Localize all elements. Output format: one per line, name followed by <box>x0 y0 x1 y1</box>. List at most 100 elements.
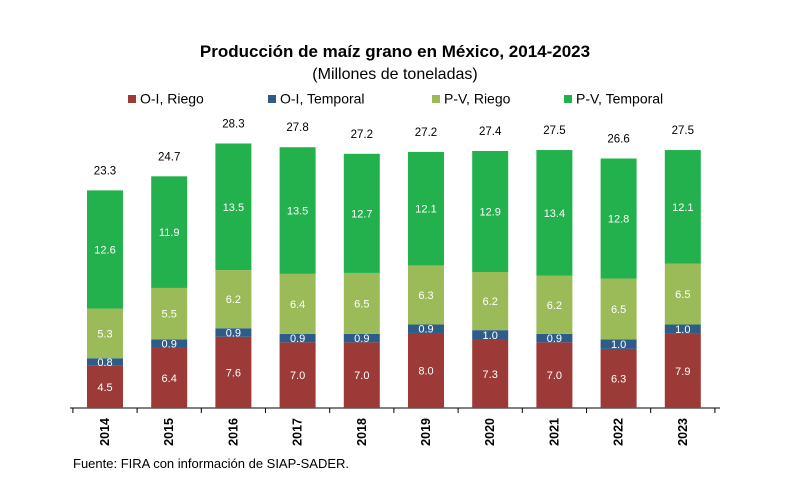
data-label-p-v-riego-2015: 5.5 <box>162 309 177 321</box>
bar-p-v-riego-2021 <box>536 275 573 334</box>
legend-swatch-p-v-riego <box>432 95 440 103</box>
bar-o-i-temporal-2021 <box>536 333 573 343</box>
bar-p-v-temporal-2023 <box>664 150 701 264</box>
total-label-2021: 27.5 <box>543 125 565 137</box>
total-label-2018: 27.2 <box>351 129 373 141</box>
data-label-p-v-temporal-2016: 13.5 <box>223 202 244 214</box>
bar-p-v-riego-2022 <box>600 278 637 340</box>
data-label-o-i-riego-2023: 7.9 <box>675 366 690 378</box>
data-label-o-i-temporal-2017: 0.9 <box>290 333 305 345</box>
x-tick-label-2015: 2015 <box>162 418 176 446</box>
data-label-p-v-riego-2018: 6.5 <box>354 298 369 310</box>
bar-p-v-riego-2014 <box>87 308 123 359</box>
data-label-p-v-riego-2022: 6.5 <box>611 304 626 316</box>
data-label-p-v-temporal-2023: 12.1 <box>672 202 693 214</box>
data-label-o-i-temporal-2019: 0.9 <box>418 324 433 336</box>
total-label-2017: 27.8 <box>286 122 308 134</box>
data-label-o-i-riego-2019: 8.0 <box>418 365 433 377</box>
data-label-p-v-riego-2020: 6.2 <box>483 296 498 308</box>
bar-o-i-temporal-2014 <box>87 358 123 366</box>
total-label-2014: 23.3 <box>94 165 116 177</box>
bar-p-v-temporal-2016 <box>215 143 252 271</box>
x-tick-label-2016: 2016 <box>226 418 240 446</box>
bar-o-i-temporal-2022 <box>600 339 637 349</box>
data-label-o-i-riego-2018: 7.0 <box>354 370 369 382</box>
x-tick-label-2017: 2017 <box>291 418 305 446</box>
total-label-2016: 28.3 <box>222 118 244 130</box>
data-label-p-v-temporal-2018: 12.7 <box>351 208 372 220</box>
data-label-p-v-temporal-2017: 13.5 <box>287 206 308 218</box>
data-label-p-v-riego-2021: 6.2 <box>547 300 562 312</box>
bar-o-i-riego-2016 <box>215 336 252 408</box>
total-label-2015: 24.7 <box>158 151 180 163</box>
data-label-p-v-temporal-2020: 12.9 <box>479 206 500 218</box>
bar-p-v-temporal-2022 <box>600 158 637 279</box>
data-label-o-i-temporal-2020: 1.0 <box>483 330 498 342</box>
data-label-o-i-temporal-2014: 0.8 <box>97 357 112 369</box>
data-label-o-i-riego-2021: 7.0 <box>547 370 562 382</box>
bar-p-v-temporal-2021 <box>536 150 573 276</box>
bar-o-i-temporal-2018 <box>343 333 380 343</box>
bar-o-i-temporal-2020 <box>472 330 509 340</box>
data-label-p-v-riego-2019: 6.3 <box>418 290 433 302</box>
total-label-2022: 26.6 <box>607 133 629 145</box>
legend-swatch-o-i-temporal <box>268 95 276 103</box>
x-tick-label-2019: 2019 <box>419 418 433 446</box>
bar-o-i-temporal-2016 <box>215 328 252 337</box>
data-label-o-i-temporal-2023: 1.0 <box>675 324 690 336</box>
chart-subtitle: (Millones de toneladas) <box>312 66 477 83</box>
bar-o-i-riego-2022 <box>600 348 637 408</box>
data-label-o-i-riego-2020: 7.3 <box>483 369 498 381</box>
bar-o-i-riego-2014 <box>87 365 123 408</box>
legend: O-I, Riego O-I, Temporal P-V, Riego P-V, Te… <box>128 91 663 107</box>
legend-label-o-i-temporal: O-I, Temporal <box>280 91 365 107</box>
data-label-p-v-temporal-2022: 12.8 <box>608 214 629 226</box>
bar-p-v-riego-2018 <box>343 272 380 334</box>
data-label-p-v-temporal-2014: 12.6 <box>94 244 115 256</box>
source-note: Fuente: FIRA con información de SIAP-SAD… <box>73 456 350 471</box>
data-label-p-v-riego-2023: 6.5 <box>675 289 690 301</box>
bar-o-i-temporal-2015 <box>151 339 188 348</box>
x-tick-label-2020: 2020 <box>483 418 497 446</box>
total-label-2023: 27.5 <box>672 125 694 137</box>
legend-swatch-p-v-temporal <box>564 95 572 103</box>
bar-o-i-temporal-2017 <box>279 333 316 343</box>
data-label-o-i-temporal-2021: 0.9 <box>547 333 562 345</box>
bar-o-i-riego-2017 <box>279 342 316 408</box>
plot-area: 4.5 0.8 5.3 12.6 23.3 2014 6.4 0.9 5.5 11.9 24.7 20… <box>70 118 720 446</box>
total-label-2019: 27.2 <box>415 127 437 139</box>
x-tick-label-2023: 2023 <box>676 418 690 446</box>
bar-p-v-riego-2020 <box>472 271 509 331</box>
bar-p-v-temporal-2020 <box>472 150 509 272</box>
legend-label-p-v-riego: P-V, Riego <box>444 91 511 107</box>
bar-p-v-temporal-2019 <box>408 151 444 266</box>
bar-p-v-riego-2023 <box>664 263 701 325</box>
bar-p-v-riego-2016 <box>215 270 252 329</box>
data-label-p-v-riego-2017: 6.4 <box>290 299 305 311</box>
total-label-2020: 27.4 <box>479 126 502 138</box>
bar-o-i-riego-2021 <box>536 342 573 408</box>
bar-o-i-temporal-2019 <box>408 324 444 333</box>
bar-p-v-riego-2017 <box>279 273 316 334</box>
data-label-o-i-riego-2017: 7.0 <box>290 370 305 382</box>
chart-title: Producción de maíz grano en México, 2014… <box>200 42 590 61</box>
bar-p-v-temporal-2017 <box>279 147 316 274</box>
bar-p-v-riego-2019 <box>408 265 444 325</box>
data-label-o-i-riego-2016: 7.6 <box>226 367 241 379</box>
data-label-o-i-temporal-2018: 0.9 <box>354 333 369 345</box>
bar-p-v-temporal-2018 <box>343 153 380 273</box>
chart: Producción de maíz grano en México, 2014… <box>70 42 720 446</box>
bar-o-i-riego-2023 <box>664 333 701 408</box>
legend-swatch-o-i-riego <box>128 95 136 103</box>
legend-label-p-v-temporal: P-V, Temporal <box>576 91 663 107</box>
x-tick-label-2021: 2021 <box>547 418 561 446</box>
bar-o-i-riego-2015 <box>151 347 188 408</box>
data-label-o-i-riego-2015: 6.4 <box>162 373 177 385</box>
bar-p-v-temporal-2014 <box>87 190 123 309</box>
bar-o-i-riego-2018 <box>343 342 380 408</box>
bar-p-v-temporal-2015 <box>151 176 188 288</box>
data-label-o-i-temporal-2016: 0.9 <box>226 327 241 339</box>
bar-o-i-riego-2020 <box>472 339 509 408</box>
data-label-p-v-temporal-2019: 12.1 <box>415 204 436 216</box>
data-label-o-i-temporal-2022: 1.0 <box>611 339 626 351</box>
